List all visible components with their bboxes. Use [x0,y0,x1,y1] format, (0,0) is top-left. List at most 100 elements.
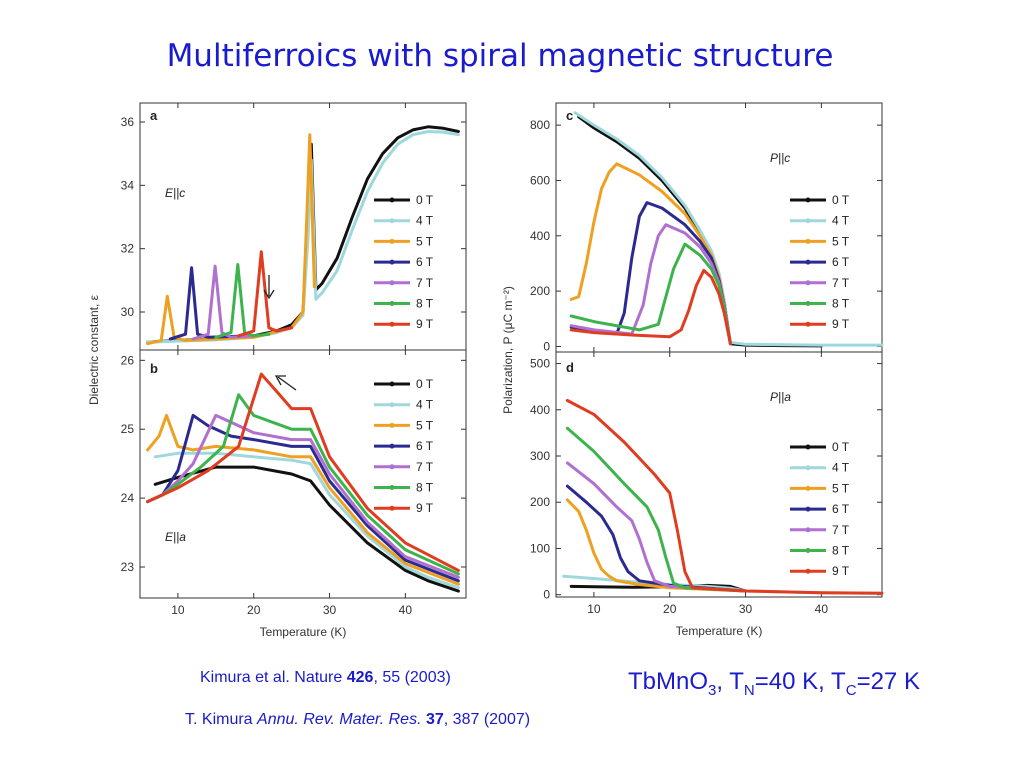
y-tick-label: 24 [121,491,135,505]
series-line-8T [214,263,271,339]
legend-label: 6 T [416,255,434,269]
series-line-9T [565,399,884,595]
tc-subscript: C [845,681,857,699]
ref1-volume: 426 [346,669,374,686]
x-tick-label: 30 [739,602,753,616]
legend-marker [389,464,395,470]
series-line-8T [565,426,747,593]
x-tick-label: 20 [247,603,261,617]
series-line-6T [565,484,747,593]
legend-marker [805,527,811,533]
legend-marker [389,197,395,203]
x-axis-label: Temperature (K) [260,625,347,639]
legend-marker [805,218,811,224]
legend-label: 8 T [416,297,434,311]
legend-marker [805,506,811,512]
legend-label: 6 T [832,255,850,269]
legend-label: 7 T [416,460,434,474]
series-line-9T [237,250,294,338]
legend-label: 4 T [832,214,850,228]
series-line-7T [146,413,460,579]
legend-label: 5 T [416,418,434,432]
ref2-volume: 37 [425,711,444,728]
panel-a-dielectric-c: 36 34 32 30 a E||c 0 T 4 T 5 T 6 T 7 T 8 T 9 T [121,102,467,351]
series-line-9T [569,268,732,346]
y-axis-label-dielectric: Dielectric constant, ε [87,294,101,405]
material-parameters: TbMnO3, TN=40 K, TC=27 K [628,668,920,699]
series-line-8T [146,393,460,576]
tn-subscript: N [743,681,755,699]
x-tick-label: 40 [399,603,413,617]
ref2-author: T. Kimura [185,711,258,728]
y-tick-label: 36 [121,115,135,129]
reference-nature: Kimura et al. Nature 426, 55 (2003) [200,669,451,687]
legend-marker [389,505,395,511]
arrow-down-icon-head [263,289,275,300]
formula: TbMnO [628,668,709,695]
panel-annotation: P||c [770,151,790,165]
legend-label: 9 T [416,501,434,515]
series-line-0T [153,465,460,593]
y-tick-label: 500 [530,357,550,371]
series-line-7T [565,461,747,593]
series-line-5T [146,133,316,346]
legend-marker [805,259,811,265]
y-tick-label: 400 [530,403,550,417]
y-tick-label: 26 [121,353,135,367]
legend-marker [805,238,811,244]
legend-marker [805,197,811,203]
legend-label: 9 T [416,317,434,331]
y-tick-label: 23 [121,560,135,574]
legend-label: 6 T [832,502,850,516]
legend-marker [389,218,395,224]
legend-label: 9 T [832,564,850,578]
legend-label: 7 T [832,276,850,290]
legend-marker [389,321,395,327]
legend-marker [805,568,811,574]
legend-marker [389,381,395,387]
y-tick-label: 300 [530,449,550,463]
legend-marker [389,238,395,244]
legend-label: 4 T [416,398,434,412]
legend-marker [389,402,395,408]
legend-marker [805,321,811,327]
legend-marker [805,465,811,471]
ref2-journal: Annu. Rev. Mater. Res. [257,711,422,728]
legend-label: 0 T [832,193,850,207]
panel-label: a [150,108,158,123]
y-tick-label: 200 [530,284,550,298]
legend-label: 5 T [416,234,434,248]
tc-value: =27 K [856,668,920,695]
ref1-authors: Kimura et al. Nature [200,669,347,686]
legend-label: 9 T [832,317,850,331]
legend-marker [805,548,811,553]
y-tick-label: 200 [530,495,550,509]
formula-subscript: 3 [708,681,717,699]
plot-frame [555,351,883,598]
legend-marker [805,301,811,306]
legend-label: 7 T [416,276,434,290]
panel-label: b [150,361,158,376]
legend-marker [805,485,811,491]
y-axis-label-polarization: Polarization, P (μC m⁻²) [501,286,515,414]
panel-c-polarization-c: 800 600 400 200 0 c P||c 0 T 4 T 5 T 6 T 7 T 8 T 9 T [530,102,884,353]
legend-label: 0 T [832,440,850,454]
legend-label: 0 T [416,377,434,391]
legend-marker [805,280,811,286]
y-tick-label: 30 [121,305,135,319]
y-tick-label: 34 [121,178,135,192]
x-tick-label: 30 [323,603,337,617]
panel-d-polarization-a: 500 400 300 200 100 0 10 20 30 40 Temperature (K) d… [530,351,884,638]
legend-label: 4 T [416,214,434,228]
legend-label: 4 T [832,461,850,475]
series-line-6T [146,413,460,583]
legend-label: 5 T [832,234,850,248]
legend-label: 0 T [416,193,434,207]
x-tick-label: 40 [815,602,829,616]
x-tick-label: 20 [663,602,677,616]
panel-annotation: E||a [165,530,186,544]
panel-label: c [566,108,573,123]
tn-value: =40 K, T [754,668,846,695]
y-tick-label: 32 [121,242,135,256]
